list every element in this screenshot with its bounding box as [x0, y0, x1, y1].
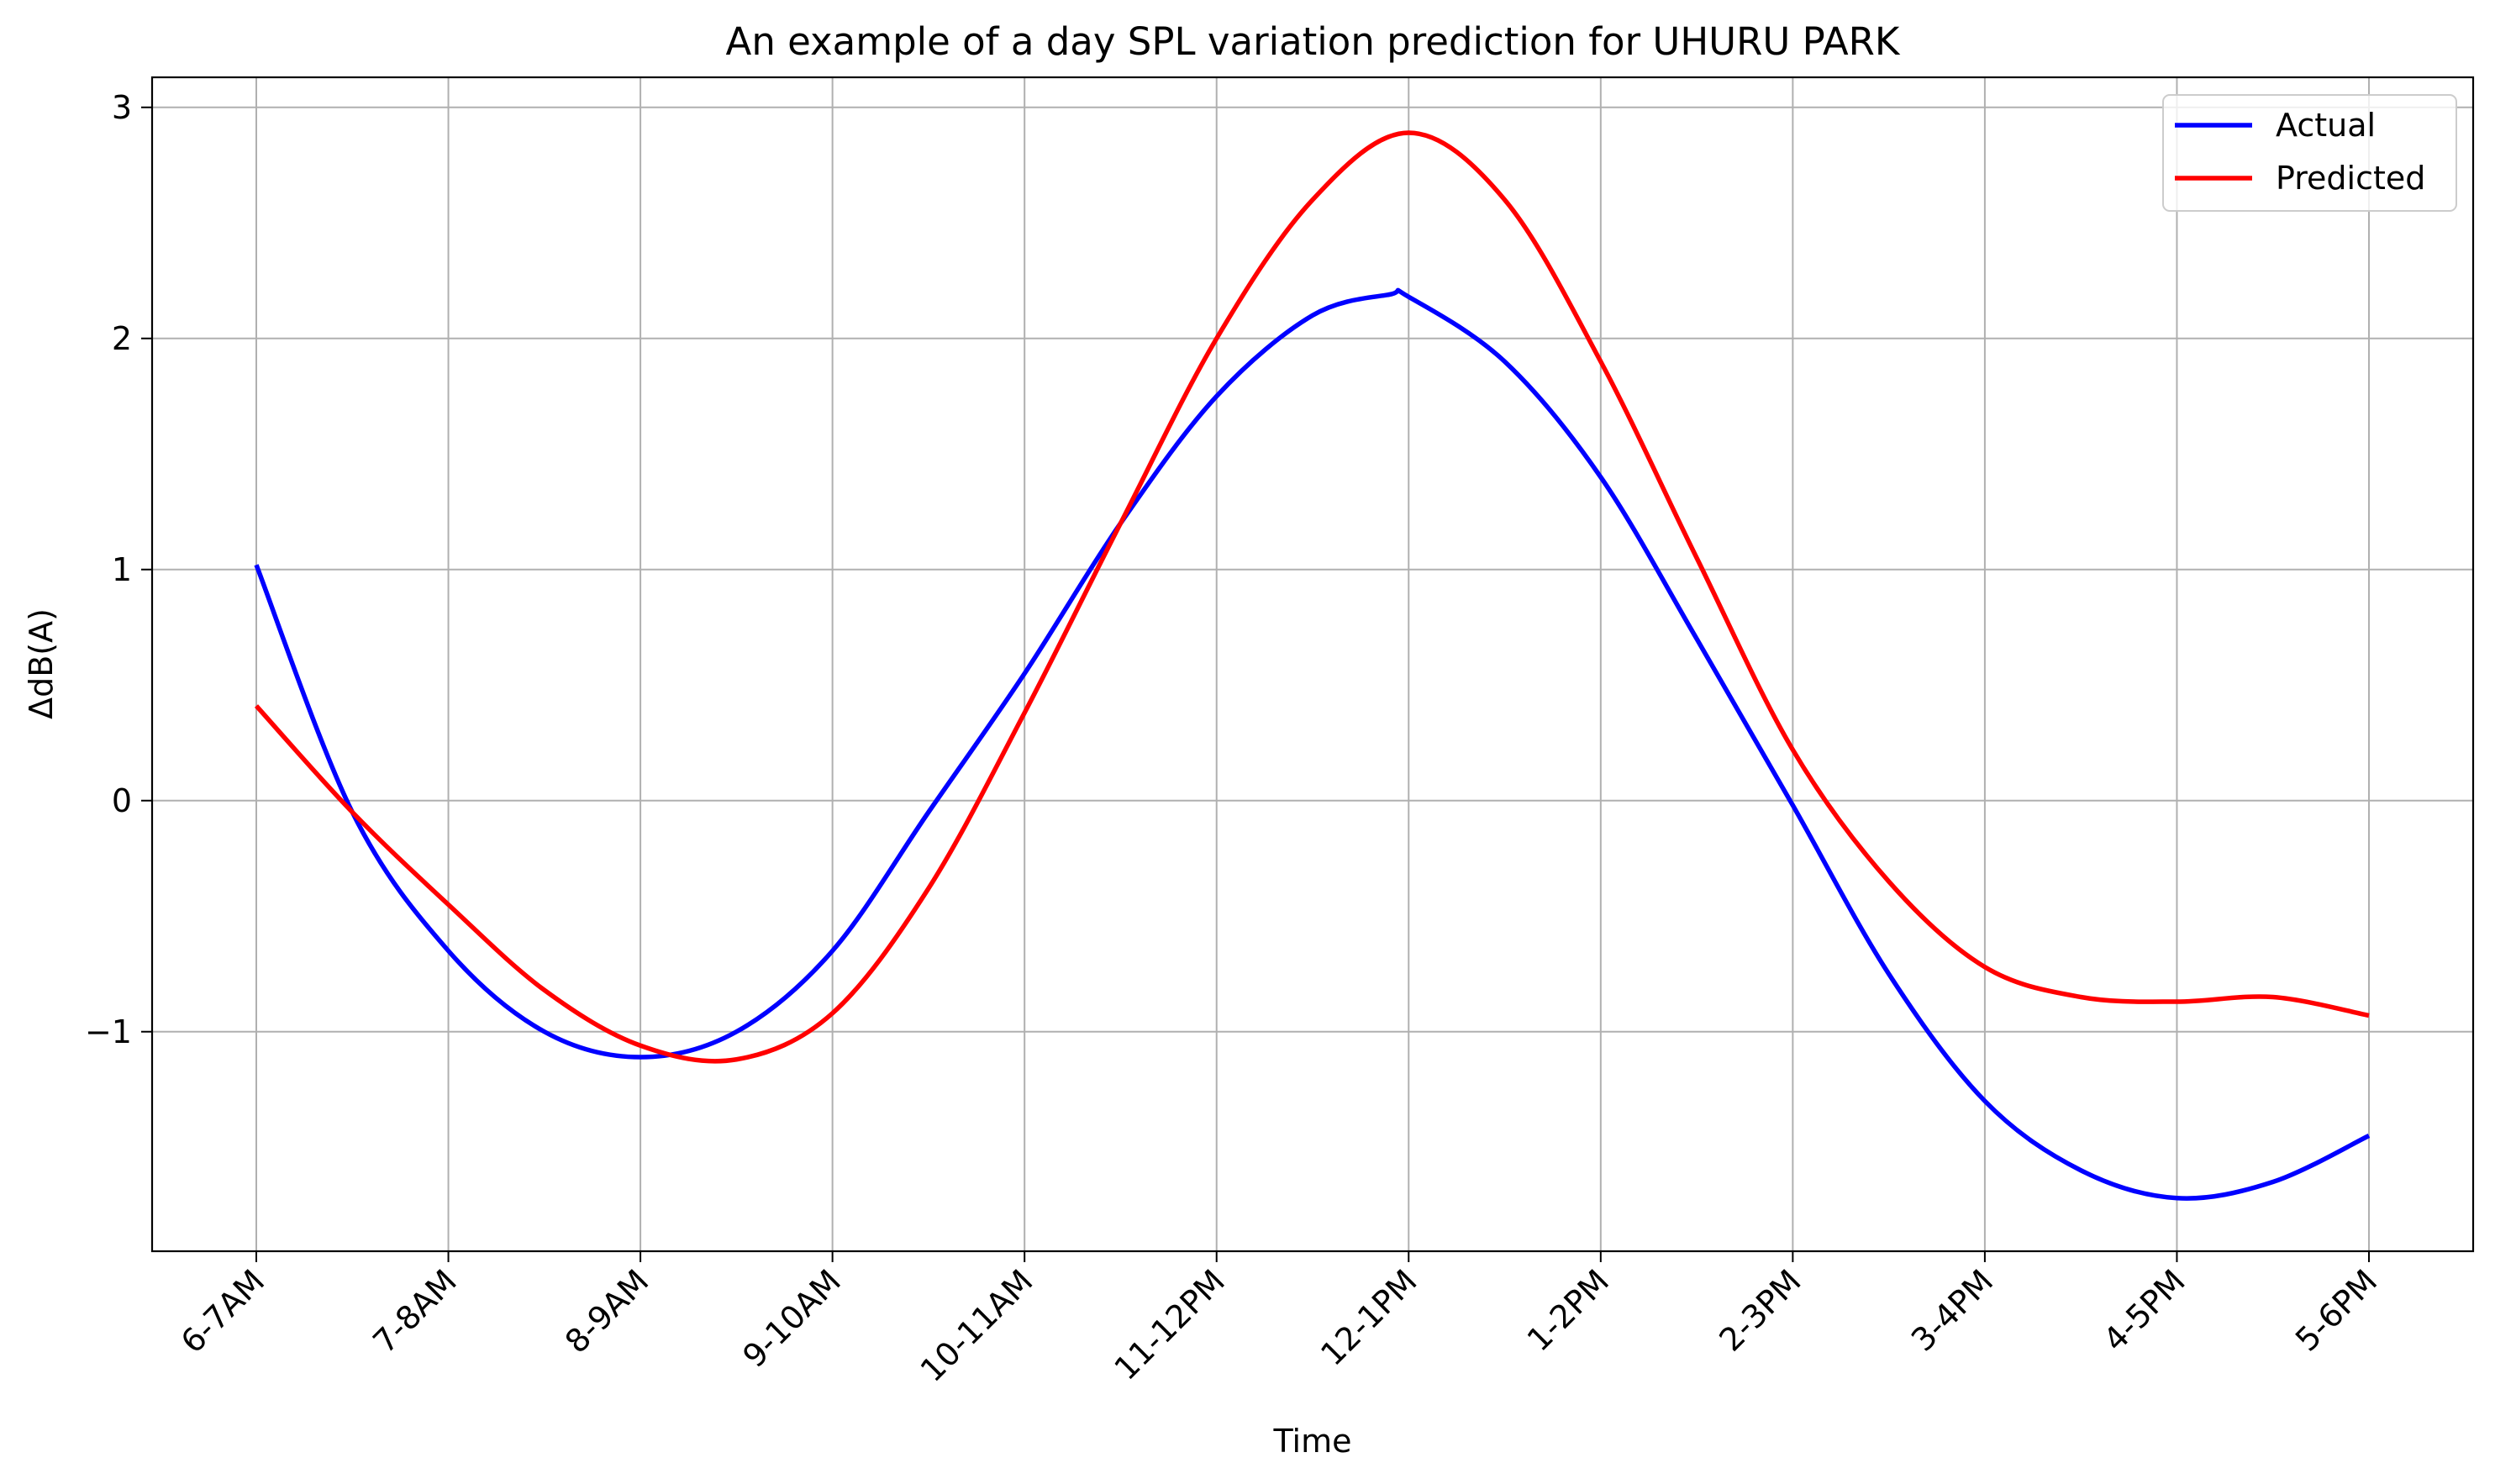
- legend-label-predicted: Predicted: [2276, 160, 2425, 197]
- y-tick-label: 3: [112, 89, 132, 126]
- series-lines: [254, 130, 2371, 1201]
- x-axis-title: Time: [1273, 1423, 1352, 1460]
- grid: [152, 77, 2473, 1251]
- y-tick-label: −1: [85, 1013, 132, 1050]
- y-tick-label: 2: [112, 320, 132, 357]
- chart-title: An example of a day SPL variation predic…: [726, 19, 1901, 64]
- series-line-predicted: [254, 130, 2370, 1064]
- y-tick-label: 0: [112, 782, 132, 819]
- series-line-actual: [254, 287, 2371, 1201]
- y-axis-title: ΔdB(A): [23, 608, 60, 719]
- y-axis-ticks: −1 0 1 2 3: [85, 89, 152, 1050]
- y-tick-label: 1: [112, 551, 132, 588]
- legend: Actual Predicted: [2162, 94, 2457, 212]
- plot-frame: [150, 76, 2475, 1253]
- legend-label-actual: Actual: [2276, 107, 2376, 144]
